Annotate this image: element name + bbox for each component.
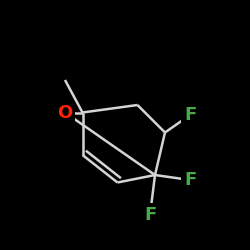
Text: F: F <box>184 171 196 189</box>
Text: F: F <box>144 206 156 224</box>
Text: O: O <box>58 104 72 122</box>
Text: F: F <box>184 106 196 124</box>
